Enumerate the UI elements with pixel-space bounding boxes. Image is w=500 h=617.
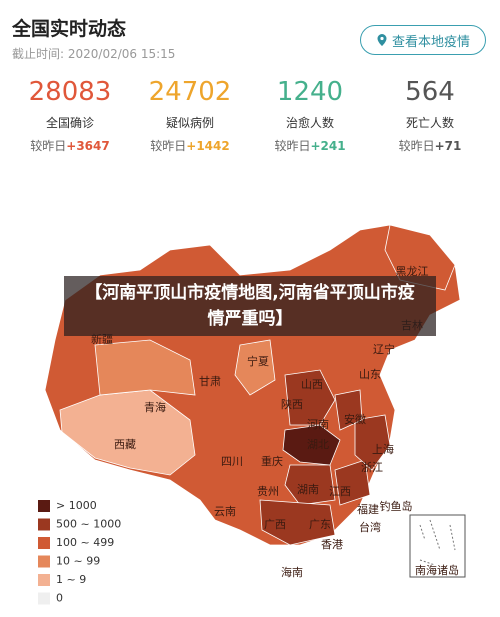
province-label: 黑龙江 [396,265,429,278]
province-label: 湖北 [307,438,329,451]
legend-swatch [38,537,50,549]
button-text: 查看本地疫情 [391,34,470,50]
stat-change: 较昨日+241 [250,137,370,154]
change-label: 较昨日 [150,139,187,153]
province-label: 四川 [221,455,243,468]
change-value: +3647 [66,139,110,153]
province-label: 山东 [359,368,381,381]
stat: 564 死亡人数较昨日+71 [370,76,490,154]
province-label: 山西 [301,378,323,391]
change-label: 较昨日 [398,139,435,153]
province-label: 浙江 [361,461,383,474]
stat: 28083 全国确诊较昨日+3647 [10,76,130,154]
legend-label: 0 [56,592,63,605]
stat-value: 1240 [276,77,344,107]
stat-label: 治愈人数 [285,116,334,130]
location-icon [377,34,387,46]
change-value: +1442 [186,139,230,153]
province-label: 上海 [372,442,394,456]
stat-change: 较昨日+3647 [10,137,130,154]
province-label: 青海 [144,400,166,414]
stat-label: 死亡人数 [405,116,454,130]
legend-label: 100 ~ 499 [56,536,114,549]
stat: 1240 治愈人数较昨日+241 [250,76,370,154]
province-label: 重庆 [261,454,283,468]
stat-value: 564 [405,77,455,107]
update-time: 截止时间: 2020/02/06 15:15 [12,47,176,61]
change-value: +71 [434,139,462,153]
province-label: 海南 [281,565,303,579]
province-label: 陕西 [281,397,303,411]
province-label: 湖南 [297,483,319,496]
legend-label: 10 ~ 99 [56,555,100,568]
legend-label: 1 ~ 9 [56,573,86,586]
stat: 24702 疑似病例较昨日+1442 [130,76,250,154]
stat-label: 疑似病例 [165,116,214,130]
legend-swatch [38,500,50,512]
stat-value: 24702 [148,77,232,107]
province-label: 辽宁 [373,342,395,356]
stat-label: 全国确诊 [45,116,94,130]
page-title: 全国实时动态 [12,18,127,40]
legend-label: 500 ~ 1000 [56,518,121,531]
local-button[interactable]: 查看本地疫情 [360,25,486,55]
province-label: 宁夏 [247,354,269,368]
province-label: 广西 [264,518,286,531]
province-label: 南海诸岛 [415,563,459,577]
legend-swatch [38,574,50,586]
province-label: 甘肃 [199,375,221,388]
south-sea-inset [409,514,466,578]
province-label: 河南 [307,418,329,431]
province-label: 台湾 [359,520,381,534]
province-label: 西藏 [114,438,136,451]
province-label: 贵州 [257,485,279,498]
province-label: 江西 [329,485,351,498]
province-label: 香港 [321,538,343,551]
stat-value: 28083 [28,77,112,107]
change-value: +241 [310,139,346,153]
province-label: 云南 [214,505,236,518]
legend-swatch [38,592,50,605]
legend-swatch [38,518,50,531]
province-label: 福建 [357,502,379,516]
banner: 【河南平顶山市疫情地图,河南省平顶山市疫情严重吗】 [64,276,436,336]
legend-label: > 1000 [56,499,97,512]
stat-change: 较昨日+71 [370,137,490,154]
change-label: 较昨日 [30,139,67,153]
change-label: 较昨日 [274,139,311,153]
province-label: 广东 [309,518,331,531]
province-label: 安徽 [344,412,366,426]
stat-change: 较昨日+1442 [130,137,250,154]
province-label: 钓鱼岛 [380,499,413,513]
legend-swatch [38,555,50,568]
